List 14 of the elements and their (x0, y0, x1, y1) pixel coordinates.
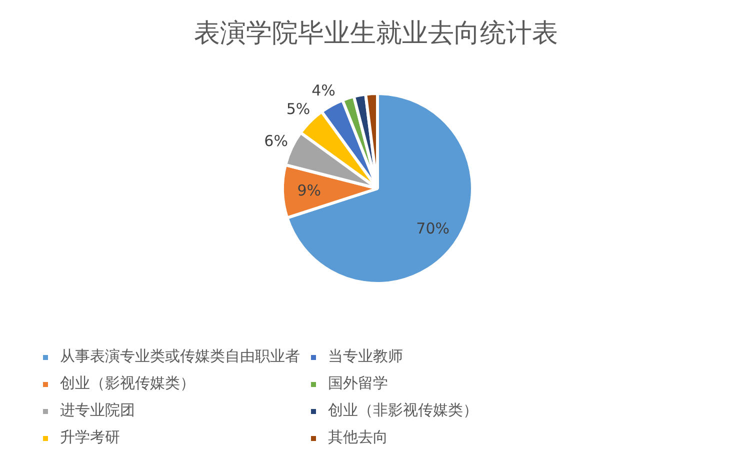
legend-label: 进专业院团 (60, 401, 135, 420)
data-label: 4% (312, 81, 336, 100)
legend-label: 从事表演专业类或传媒类自由职业者 (60, 347, 300, 366)
data-label: 5% (286, 100, 310, 118)
chart-title: 表演学院毕业生就业去向统计表 (194, 18, 558, 48)
data-label: 9% (297, 182, 322, 200)
legend-label: 创业（影视传媒类） (60, 374, 195, 393)
legend-label: 国外留学 (328, 374, 388, 393)
legend-label: 升学考研 (60, 428, 120, 447)
legend-label: 其他去向 (328, 428, 388, 447)
data-label: 70% (416, 220, 450, 238)
legend-label: 创业（非影视传媒类） (328, 401, 478, 420)
data-label: 6% (264, 132, 288, 150)
legend-label: 当专业教师 (328, 347, 403, 366)
